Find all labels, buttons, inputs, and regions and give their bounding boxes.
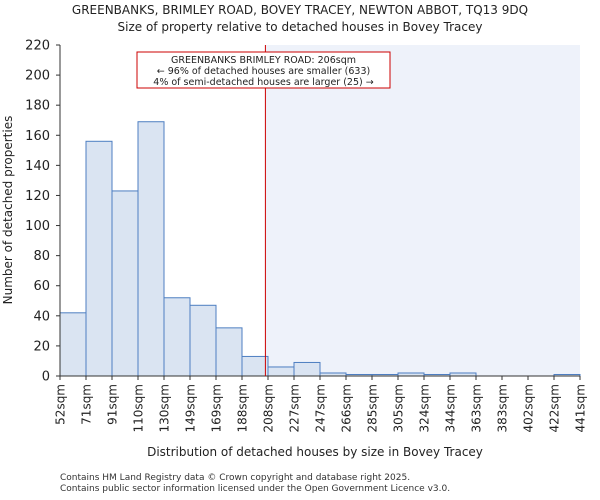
- x-tick-label: 422sqm: [548, 384, 562, 432]
- y-tick-label: 20: [33, 339, 50, 354]
- annotation-line: ← 96% of detached houses are smaller (63…: [157, 66, 370, 77]
- y-tick-label: 220: [25, 39, 50, 54]
- footer-licence: Contains public sector information licen…: [60, 484, 451, 494]
- bar-chart: 0 20 40 60 80 100 120 140 160 180 200 220 52sqm 71sqm…: [1, 39, 588, 460]
- x-tick-label: 344sqm: [444, 384, 458, 432]
- x-tick-label: 363sqm: [470, 384, 484, 432]
- y-tick-label: 180: [25, 99, 50, 114]
- y-tick-label: 120: [25, 189, 50, 204]
- bar: [59, 312, 87, 377]
- annotation-box: [136, 51, 391, 89]
- x-tick-label: 71sqm: [80, 384, 94, 425]
- x-tick-label: 402sqm: [522, 384, 536, 432]
- x-tick-label: 247sqm: [314, 384, 328, 432]
- annotation-line: 4% of semi-detached houses are larger (2…: [153, 77, 373, 88]
- x-tick-label: 149sqm: [184, 384, 198, 432]
- x-tick-label: 441sqm: [574, 384, 588, 432]
- x-tick-label: 324sqm: [418, 384, 432, 432]
- y-axis-label: Number of detached properties: [1, 116, 15, 305]
- y-tick-label: 100: [25, 219, 50, 234]
- x-tick-label: 266sqm: [340, 384, 354, 432]
- bar: [189, 304, 217, 377]
- bar: [267, 366, 295, 377]
- bar: [293, 361, 321, 377]
- x-tick-label: 169sqm: [210, 384, 224, 432]
- x-tick-label: 188sqm: [236, 384, 250, 432]
- x-tick-label: 130sqm: [158, 384, 172, 432]
- x-tick-label: 91sqm: [106, 384, 120, 425]
- y-tick-label: 140: [25, 159, 50, 174]
- x-tick-label: 110sqm: [132, 384, 146, 432]
- footer-copyright: Contains HM Land Registry data © Crown c…: [60, 473, 411, 483]
- bar: [85, 140, 113, 377]
- x-tick-label: 285sqm: [366, 384, 380, 432]
- y-tick-label: 80: [33, 249, 50, 264]
- x-tick-label: 383sqm: [496, 384, 510, 432]
- x-tick-label: 208sqm: [262, 384, 276, 432]
- chart-subtitle: Size of property relative to detached ho…: [117, 20, 483, 34]
- bar: [215, 327, 243, 377]
- chart-title: GREENBANKS, BRIMLEY ROAD, BOVEY TRACEY, …: [71, 3, 529, 17]
- annotation-line: GREENBANKS BRIMLEY ROAD: 206sqm: [171, 55, 356, 66]
- y-tick-label: 0: [42, 370, 50, 385]
- y-tick-label: 40: [33, 309, 50, 324]
- y-tick-label: 160: [25, 129, 50, 144]
- x-tick-label: 52sqm: [54, 384, 68, 425]
- bar: [163, 297, 191, 377]
- bar: [241, 355, 269, 377]
- highlight-region: [265, 45, 580, 376]
- y-tick-label: 60: [33, 279, 50, 294]
- x-axis-label: Distribution of detached houses by size …: [147, 445, 483, 459]
- bar: [137, 121, 165, 377]
- bar: [111, 190, 139, 377]
- x-tick-label: 305sqm: [392, 384, 406, 432]
- y-tick-label: 200: [25, 69, 50, 84]
- x-tick-label: 227sqm: [288, 384, 302, 432]
